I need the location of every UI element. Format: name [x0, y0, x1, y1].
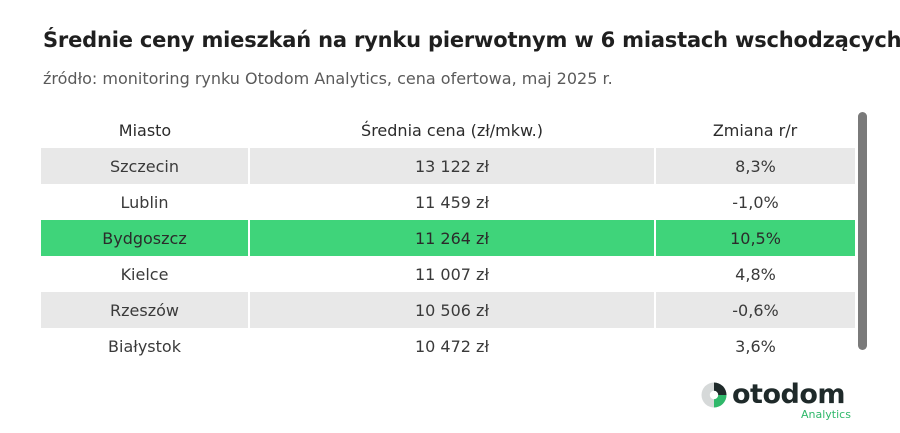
logo-subtext: Analytics [801, 408, 851, 421]
table-row: Rzeszów 10 506 zł -0,6% [41, 292, 855, 328]
column-header-price: Średnia cena (zł/mkw.) [361, 120, 543, 140]
table-row: Szczecin 13 122 zł 8,3% [41, 148, 855, 184]
cell-city: Kielce [41, 256, 250, 292]
column-header-change: Zmiana r/r [712, 120, 798, 140]
cell-change: 10,5% [655, 220, 855, 256]
table-row: Białystok 10 472 zł 3,6% [41, 328, 855, 364]
cell-change: -1,0% [732, 192, 779, 212]
table-header-row: Miasto Średnia cena (zł/mkw.) Zmiana r/r [41, 112, 855, 148]
cell-city: Rzeszów [41, 292, 250, 328]
cell-change: 4,8% [735, 264, 776, 284]
source-subtitle: źródło: monitoring rynku Otodom Analytic… [43, 69, 613, 88]
price-table: Miasto Średnia cena (zł/mkw.) Zmiana r/r… [41, 112, 855, 364]
cell-city: Lublin [41, 184, 250, 220]
table-row: Lublin 11 459 zł -1,0% [41, 184, 855, 220]
cell-city: Szczecin [41, 148, 250, 184]
cell-price: 10 472 zł [249, 328, 656, 364]
otodom-logo: otodom Analytics [701, 379, 861, 424]
cell-city: Bydgoszcz [41, 220, 250, 256]
cell-change: -0,6% [655, 292, 855, 328]
cell-change: 3,6% [735, 336, 776, 356]
cell-change: 8,3% [655, 148, 855, 184]
cell-price: 11 459 zł [249, 184, 656, 220]
table-row-highlighted: Bydgoszcz 11 264 zł 10,5% [41, 220, 855, 256]
cell-price: 13 122 zł [249, 148, 656, 184]
cell-city: Białystok [41, 328, 250, 364]
page-title: Średnie ceny mieszkań na rynku pierwotny… [43, 28, 900, 52]
otodom-logo-icon [701, 382, 727, 408]
logo-wordmark: otodom [732, 379, 846, 410]
cell-price: 10 506 zł [249, 292, 656, 328]
cell-price: 11 264 zł [249, 220, 656, 256]
column-header-city: Miasto [118, 120, 172, 140]
table-row: Kielce 11 007 zł 4,8% [41, 256, 855, 292]
cell-price: 11 007 zł [249, 256, 656, 292]
vertical-scrollbar[interactable] [858, 112, 867, 350]
